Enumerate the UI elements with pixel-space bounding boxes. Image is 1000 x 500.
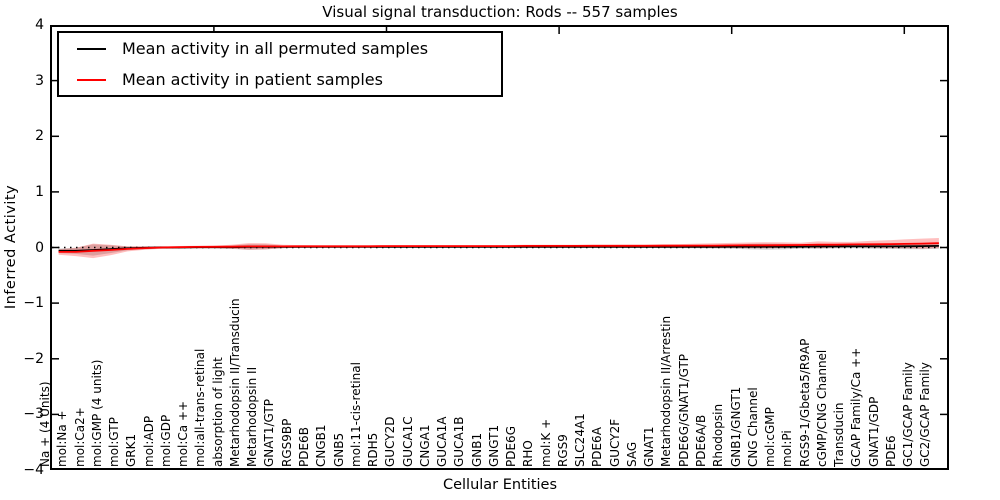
- x-tick-label: mol:all-trans-retinal: [193, 348, 208, 467]
- x-tick-label: GUCY2D: [383, 416, 398, 467]
- x-tick-label: CNG Channel: [745, 387, 760, 467]
- y-tick-label: −3: [23, 406, 44, 423]
- x-tick-label: GNAT1: [642, 426, 657, 467]
- y-tick-label: 1: [35, 183, 44, 200]
- x-tick-label: PDE6A/B: [693, 414, 708, 467]
- x-tick-label: GC2/GCAP Family: [918, 362, 933, 467]
- patient-mean-line: [58, 242, 939, 253]
- x-tick-label: PDE6: [883, 435, 898, 467]
- x-tick-label: GUCY2F: [607, 418, 622, 467]
- permuted-line-swatch: [77, 47, 106, 50]
- x-tick-label: mol:ADP: [141, 415, 156, 467]
- axes-frame: [50, 25, 949, 470]
- x-tick-label: RGS9-1/Gbeta5/R9AP: [797, 338, 812, 467]
- x-tick-label: PDE6B: [297, 427, 311, 467]
- legend: Mean activity in all permuted samples Me…: [57, 31, 503, 97]
- x-tick-label: GNB1/GNGT1: [728, 386, 743, 467]
- y-tick-label: −4: [23, 462, 44, 478]
- x-tick-label: PDE6G/GNAT1/GTP: [676, 353, 691, 467]
- x-tick-label: GUCA1A: [435, 416, 450, 467]
- y-tick-label: 0: [35, 239, 44, 256]
- x-tick-label: SAG: [624, 441, 639, 467]
- patient-band: [58, 238, 939, 259]
- chart-canvas: [50, 24, 949, 471]
- x-tick-label: Transducin: [832, 402, 847, 467]
- x-tick-label: mol:Na +: [55, 410, 70, 467]
- x-tick-label: GNAT1/GDP: [866, 396, 881, 467]
- x-tick-label: Metarhodopsin II: [245, 366, 260, 467]
- x-tick-label: GRK1: [124, 433, 139, 467]
- x-tick-label: Metarhodopsin II/Transducin: [227, 298, 242, 467]
- x-tick-label: CNGB1: [314, 424, 329, 467]
- y-tick-label: −2: [23, 350, 44, 367]
- x-tick-label: Metarhodopsin II/Arrestin: [659, 315, 674, 467]
- legend-item-patient: Mean activity in patient samples: [59, 70, 501, 89]
- x-tick-label: RHO: [521, 440, 536, 467]
- x-tick-label: PDE6A: [590, 427, 605, 467]
- x-tick-label: mol:GDP: [158, 414, 173, 467]
- x-tick-label: PDE6G: [504, 426, 519, 467]
- x-tick-label: CNGA1: [417, 424, 432, 468]
- x-tick-label: GC1/GCAP Family: [901, 362, 916, 467]
- y-tick-label: 2: [35, 128, 44, 145]
- x-tick-label: RDH5: [366, 432, 381, 467]
- x-tick-label: GNB1: [469, 432, 484, 467]
- x-tick-label: Rhodopsin: [711, 403, 726, 467]
- x-tick-label: GCAP Family/Ca ++: [849, 347, 864, 467]
- legend-label-patient: Mean activity in patient samples: [122, 70, 383, 89]
- x-tick-label: mol:GTP: [107, 417, 122, 467]
- legend-item-permuted: Mean activity in all permuted samples: [59, 39, 501, 58]
- x-tick-label: GUCA1B: [452, 416, 467, 467]
- x-tick-label: GUCA1C: [400, 416, 415, 467]
- x-tick-label: SLC24A1: [573, 413, 588, 467]
- x-tick-label: GNGT1: [486, 424, 501, 467]
- x-axis-label: Cellular Entities: [442, 477, 558, 493]
- x-tick-label: Na + (4 Units): [38, 381, 53, 467]
- x-tick-label: mol:cGMP: [763, 407, 778, 467]
- patient-line-swatch: [77, 78, 106, 81]
- x-tick-label: mol:11-cis-retinal: [348, 362, 363, 467]
- plot-area: [50, 24, 949, 471]
- x-tick-label: RGS9BP: [279, 418, 294, 467]
- x-tick-label: mol:Pi: [780, 430, 795, 467]
- legend-label-permuted: Mean activity in all permuted samples: [122, 39, 429, 58]
- x-tick-label: mol:Ca ++: [176, 400, 191, 467]
- x-tick-label: mol:GMP (4 units): [89, 359, 104, 467]
- x-tick-label: GNAT1/GTP: [262, 399, 277, 467]
- x-tick-label: RGS9: [555, 434, 570, 467]
- y-tick-label: −1: [23, 295, 44, 312]
- x-tick-label: GNB5: [331, 432, 346, 467]
- x-tick-label: absorption of light: [210, 357, 225, 467]
- x-tick-label: cGMP/CNG Channel: [814, 349, 829, 467]
- x-tick-label: mol:K +: [538, 418, 553, 467]
- x-tick-label: mol:Ca2+: [72, 407, 87, 467]
- chart-title: Visual signal transduction: Rods -- 557 …: [322, 3, 678, 21]
- y-tick-label: 3: [35, 72, 44, 89]
- y-tick-label: 4: [35, 17, 44, 33]
